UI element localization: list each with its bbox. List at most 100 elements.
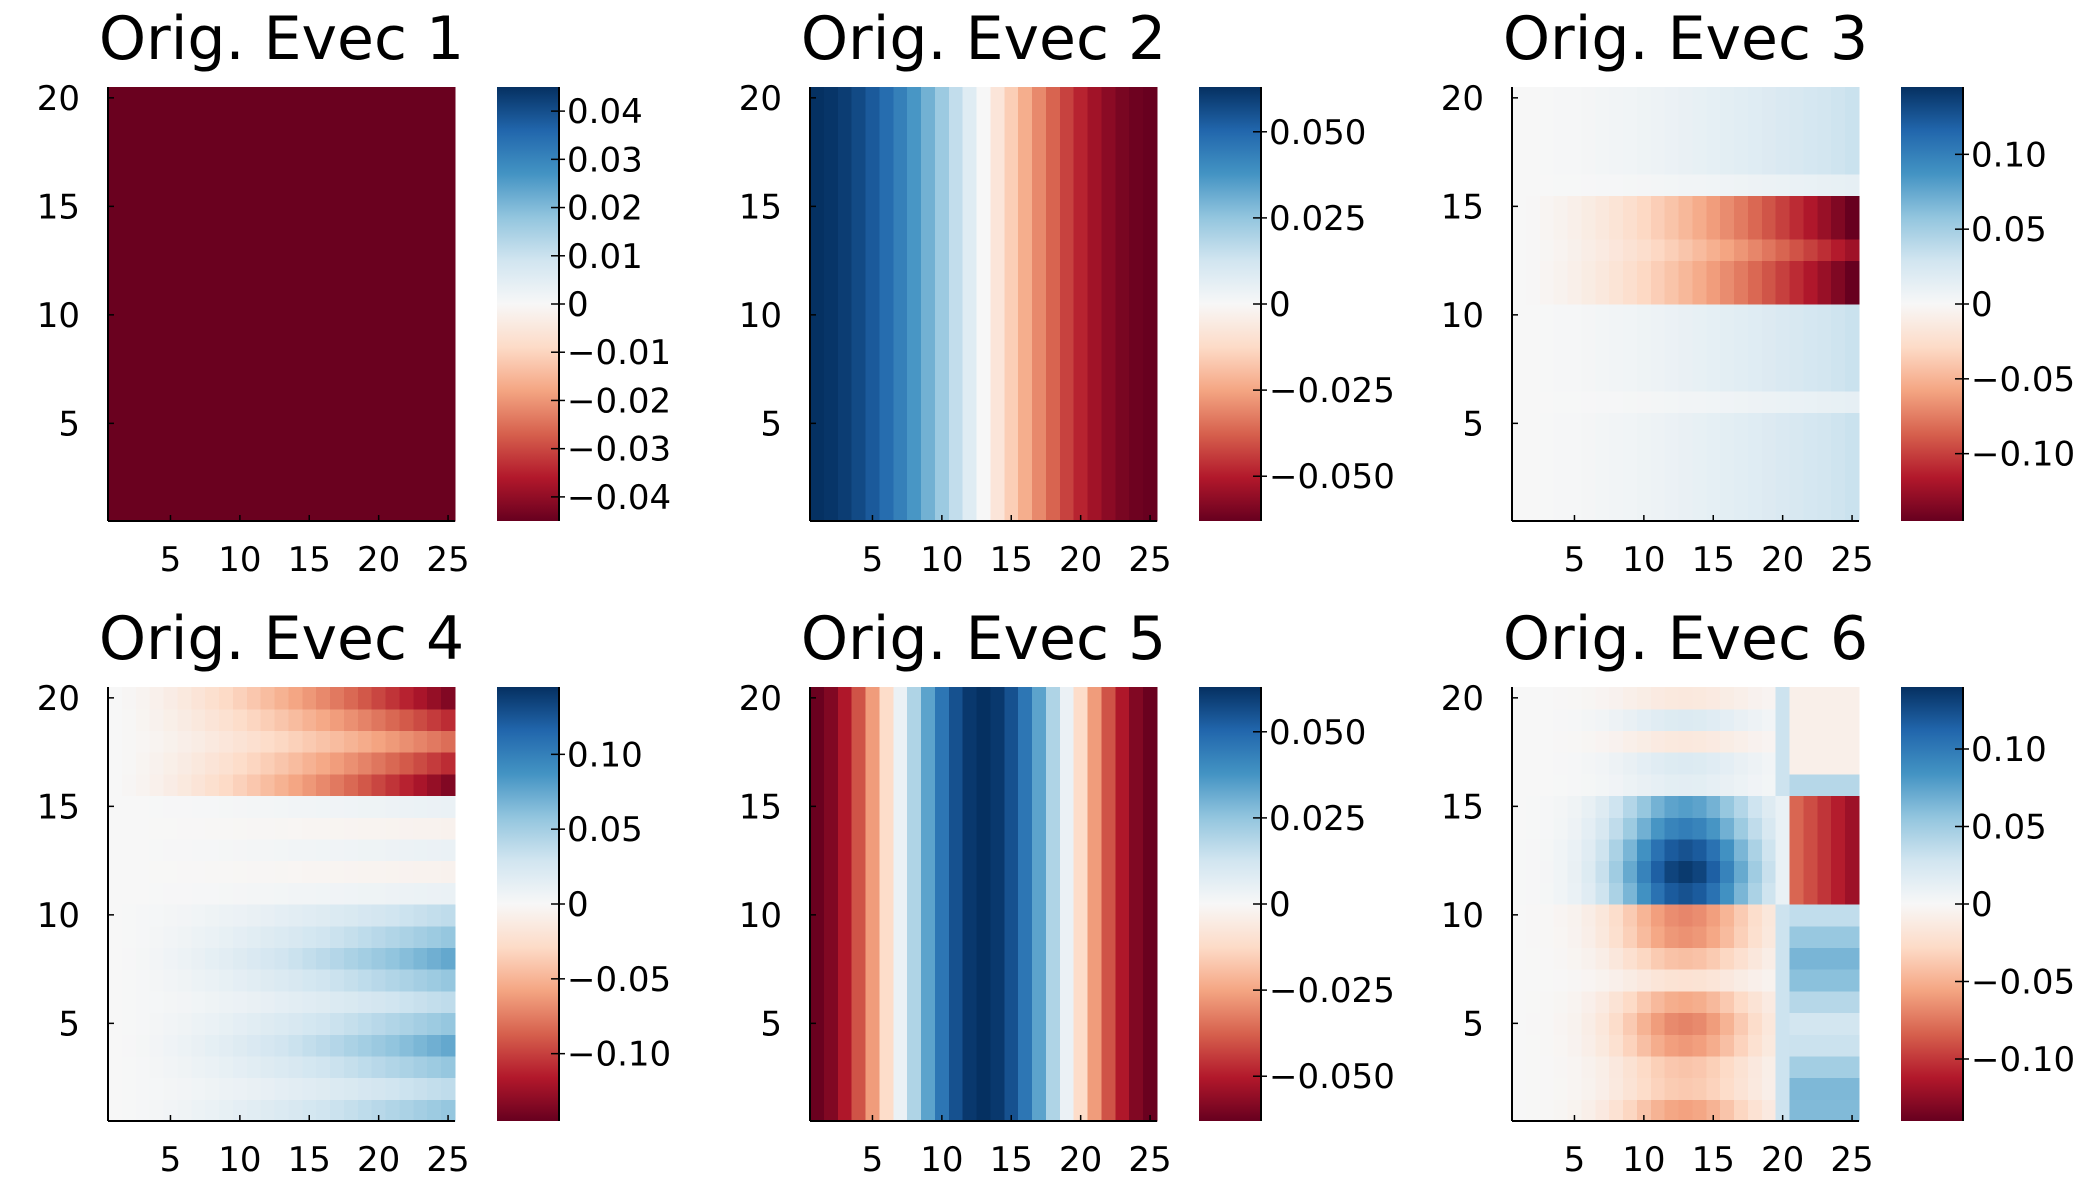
heatmap-cell: [907, 130, 922, 153]
heatmap-cell: [1678, 795, 1694, 818]
heatmap-cell: [1115, 752, 1130, 775]
heatmap-cell: [191, 773, 206, 797]
heatmap-cell: [1101, 752, 1116, 775]
heatmap-cell: [1045, 304, 1061, 327]
heatmap-cell: [427, 152, 442, 175]
heatmap-cell: [108, 130, 123, 153]
heatmap-cell: [1803, 947, 1818, 970]
heatmap-cell: [427, 412, 442, 435]
heatmap-cell: [1581, 455, 1596, 479]
x-tick-label: 25: [1128, 1140, 1171, 1180]
heatmap-cell: [1073, 882, 1089, 905]
heatmap-cell: [1789, 260, 1805, 283]
heatmap-cell: [948, 1055, 964, 1079]
heatmap-cell: [976, 773, 992, 797]
heatmap-cell: [1129, 925, 1144, 948]
heatmap-cell: [1623, 817, 1638, 840]
heatmap-cell: [260, 1034, 276, 1057]
heatmap-cell: [823, 347, 839, 370]
heatmap-cell: [413, 260, 428, 283]
heatmap-cell: [1831, 990, 1846, 1014]
heatmap-cell: [371, 173, 387, 197]
heatmap-cell: [1045, 390, 1061, 414]
heatmap-cell: [1018, 752, 1033, 775]
heatmap-cell: [948, 87, 964, 110]
x-tick-label: 15: [990, 540, 1033, 580]
heatmap-cell: [427, 969, 442, 992]
heatmap-cell: [330, 1034, 345, 1057]
heatmap-cell: [1539, 390, 1555, 414]
heatmap-cell: [135, 130, 151, 153]
heatmap-cell: [934, 1099, 950, 1122]
y-tick-label: 10: [37, 296, 80, 336]
heatmap-cell: [921, 882, 936, 905]
heatmap-cell: [427, 687, 442, 710]
heatmap-cell: [1747, 1077, 1763, 1100]
heatmap-cell: [1664, 477, 1680, 500]
heatmap-cell: [413, 304, 428, 327]
heatmap-cell: [1129, 708, 1144, 731]
heatmap-cell: [879, 773, 894, 797]
heatmap-cell: [1678, 238, 1694, 262]
heatmap-cell: [1720, 925, 1735, 948]
heatmap-cell: [1678, 455, 1694, 479]
colorbar-tick-label: 0: [1269, 285, 1291, 325]
heatmap-cell: [837, 455, 853, 479]
heatmap-cell: [1512, 152, 1527, 175]
heatmap-cell: [371, 860, 387, 883]
heatmap-cell: [1018, 947, 1033, 970]
heatmap-cell: [921, 795, 936, 818]
heatmap-cell: [1664, 904, 1680, 927]
heatmap-cell: [149, 925, 165, 948]
heatmap-cell: [219, 687, 234, 710]
heatmap-cell: [893, 795, 908, 818]
heatmap-cell: [205, 173, 220, 197]
heatmap-cell: [232, 217, 248, 240]
heatmap-cell: [1539, 499, 1555, 522]
heatmap-cell: [990, 87, 1005, 110]
heatmap-cell: [1087, 838, 1103, 862]
heatmap-cell: [1129, 217, 1144, 240]
heatmap-cell: [879, 969, 894, 992]
heatmap-cell: [1664, 1012, 1680, 1035]
heatmap-cell: [1817, 195, 1832, 218]
heatmap-cell: [1595, 260, 1610, 283]
heatmap-cell: [385, 990, 401, 1014]
heatmap-cell: [413, 1012, 428, 1035]
heatmap-cell: [1004, 860, 1019, 883]
heatmap-cell: [316, 499, 331, 522]
heatmap-cell: [948, 1034, 964, 1057]
heatmap-cell: [288, 238, 303, 262]
heatmap-cell: [163, 752, 178, 775]
heatmap-cell: [385, 947, 401, 970]
heatmap-cell: [976, 325, 992, 348]
heatmap-cell: [1129, 195, 1144, 218]
heatmap-cell: [1059, 838, 1075, 862]
heatmap-cell: [1059, 969, 1075, 992]
heatmap-cell: [865, 173, 880, 197]
heatmap-cell: [385, 325, 401, 348]
heatmap-cell: [1512, 412, 1527, 435]
heatmap-cell: [121, 730, 137, 753]
heatmap-cell: [274, 455, 290, 479]
colorbar-tick-label: −0.02: [567, 381, 671, 421]
heatmap-cell: [288, 990, 303, 1014]
heatmap-cell: [205, 1077, 220, 1100]
heatmap-cell: [1636, 838, 1652, 862]
heatmap-cell: [1692, 195, 1707, 218]
heatmap-cell: [865, 1077, 880, 1100]
heatmap-cell: [837, 260, 853, 283]
heatmap-cell: [837, 412, 853, 435]
heatmap-cell: [427, 904, 442, 927]
heatmap-cell: [1143, 130, 1158, 153]
heatmap-cell: [149, 173, 165, 197]
heatmap-cell: [837, 817, 853, 840]
heatmap-cell: [1018, 925, 1033, 948]
heatmap-cell: [1747, 173, 1763, 197]
heatmap-cell: [907, 369, 922, 392]
heatmap-cell: [865, 990, 880, 1014]
heatmap-cell: [1045, 1012, 1061, 1035]
heatmap-cell: [260, 347, 276, 370]
heatmap-cell: [1004, 130, 1019, 153]
